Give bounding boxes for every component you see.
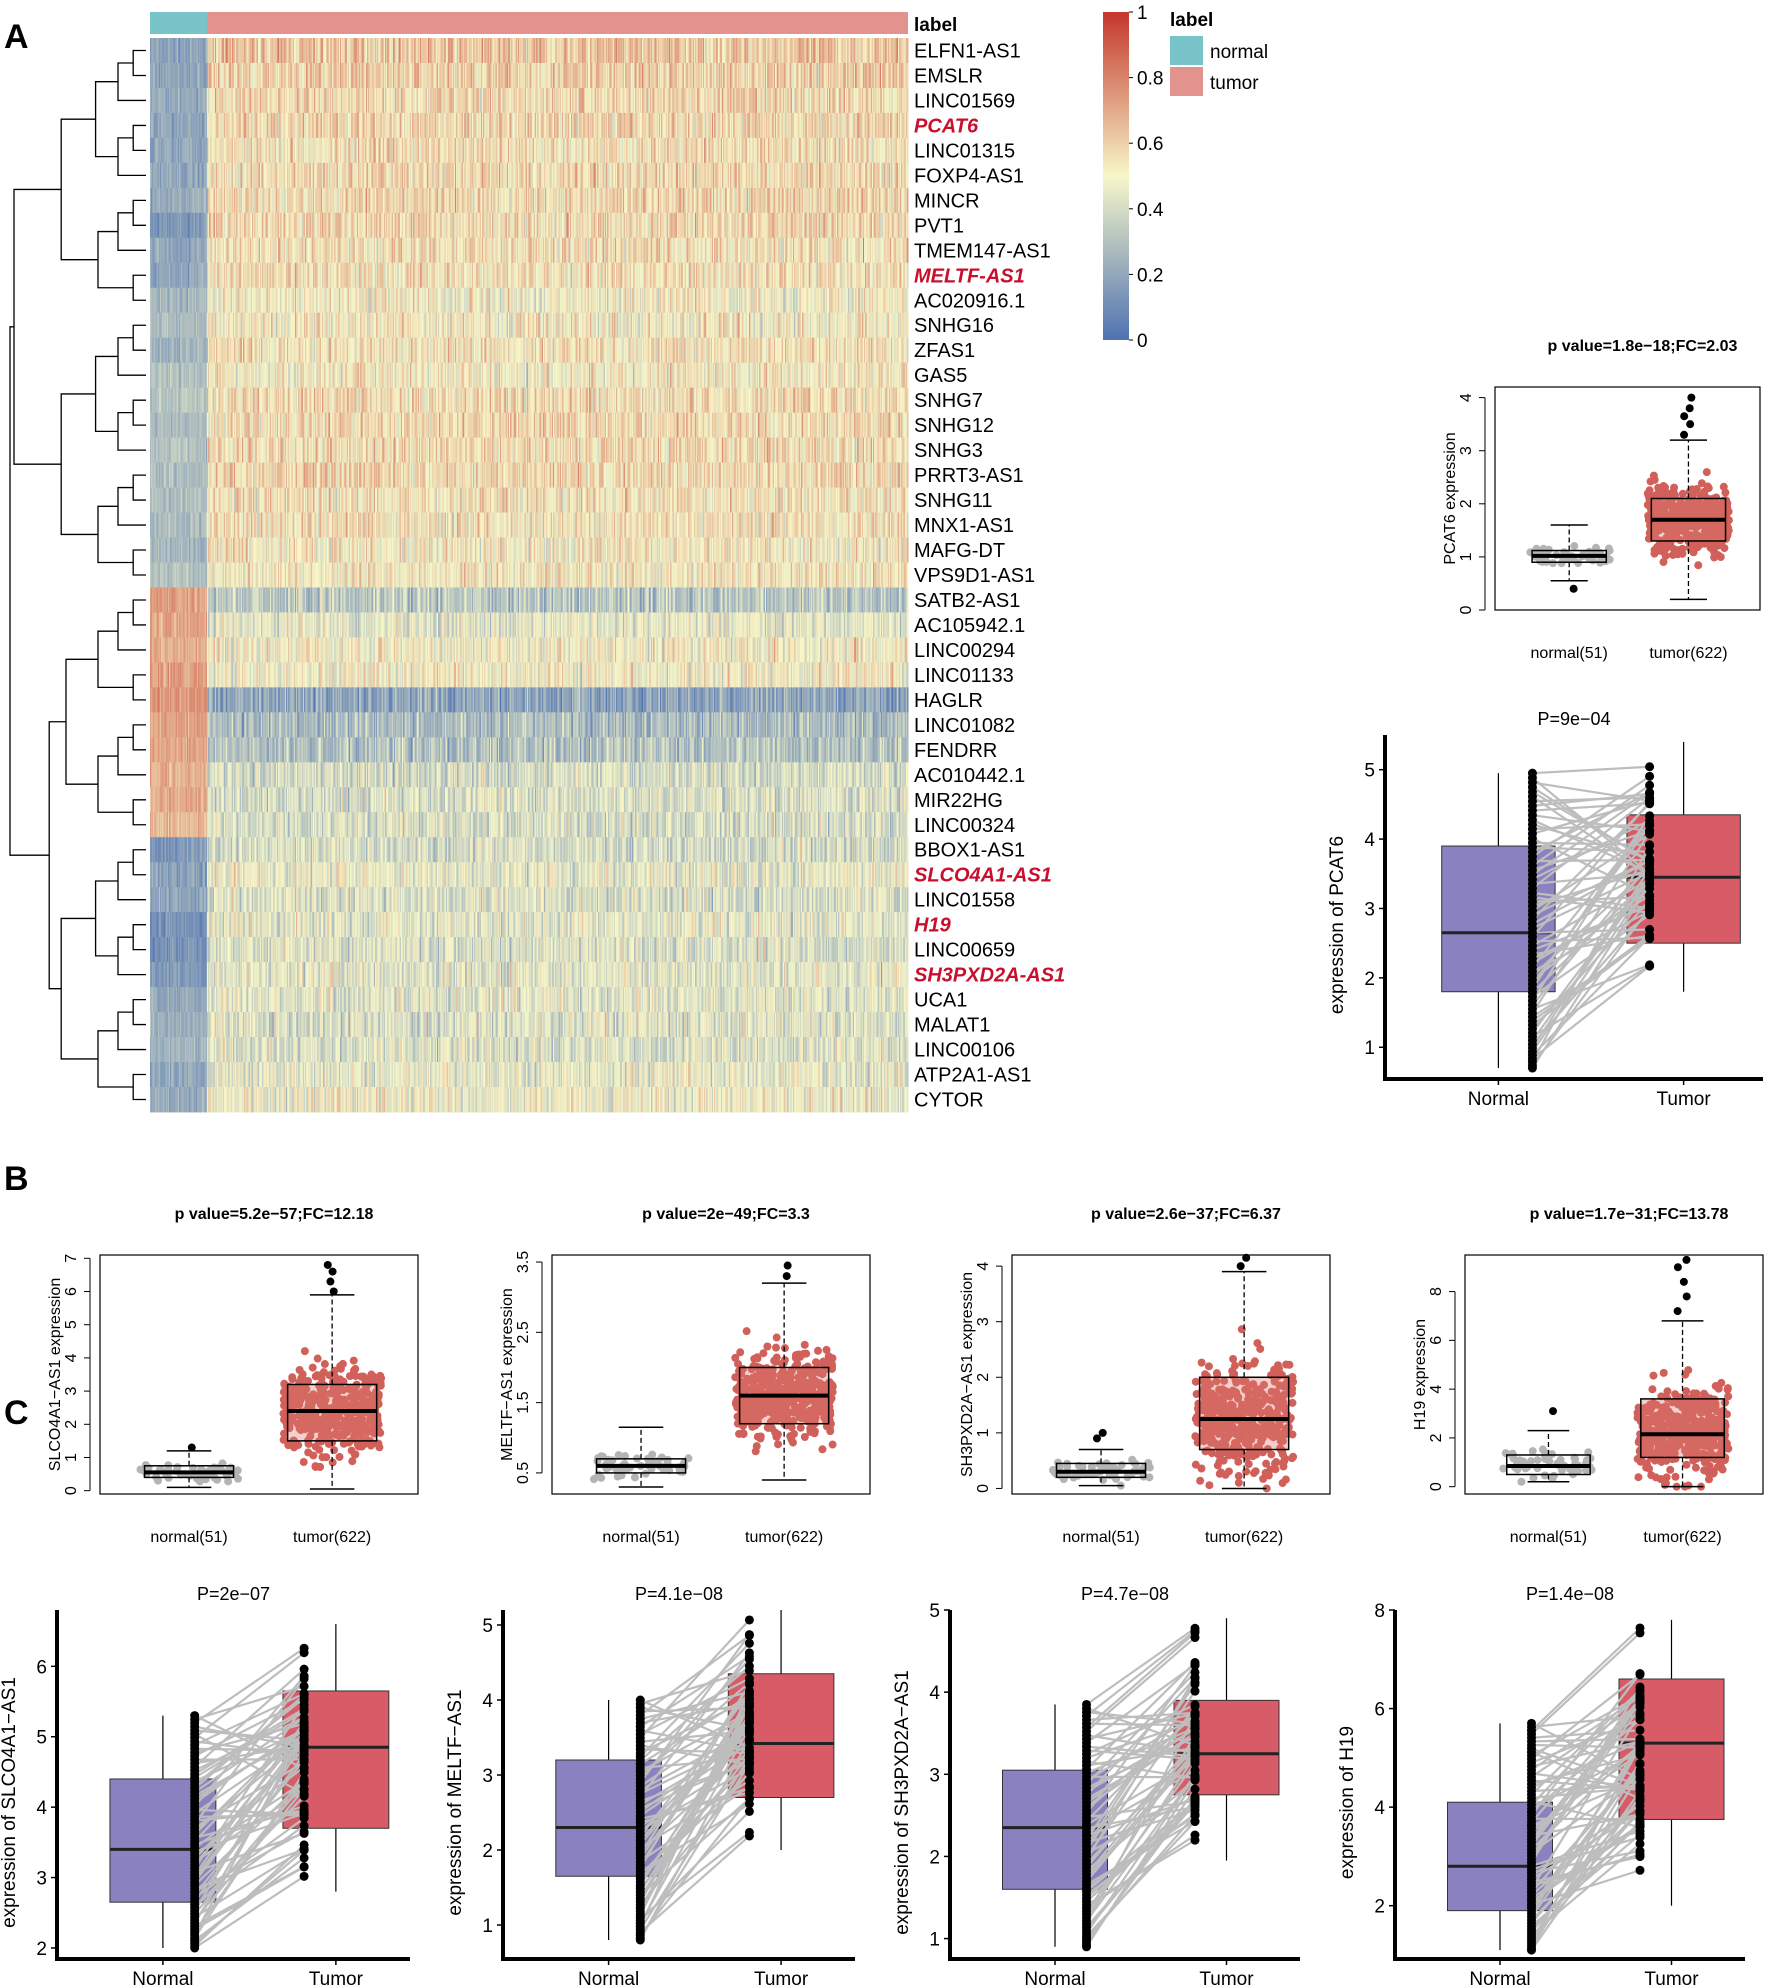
panel-label-c: C (4, 1394, 29, 1432)
panel-label-b: B (4, 1160, 29, 1198)
heatmap-cell (907, 113, 909, 138)
heatmap-cell (907, 138, 909, 163)
annotation-normal (150, 12, 207, 34)
heatmap-cell (907, 188, 909, 213)
heatmap-chart: labelELFN1-AS1EMSLRLINC01569PCAT6LINC013… (10, 3, 1268, 1112)
heatmap-cell (907, 63, 909, 88)
panel-label-a: A (4, 18, 29, 56)
annotation-tumor (207, 12, 908, 34)
heatmap-cell (907, 163, 909, 188)
heatmap-cell (907, 88, 909, 113)
annotation-label: label (914, 15, 957, 36)
heatmap-cell (907, 38, 909, 63)
